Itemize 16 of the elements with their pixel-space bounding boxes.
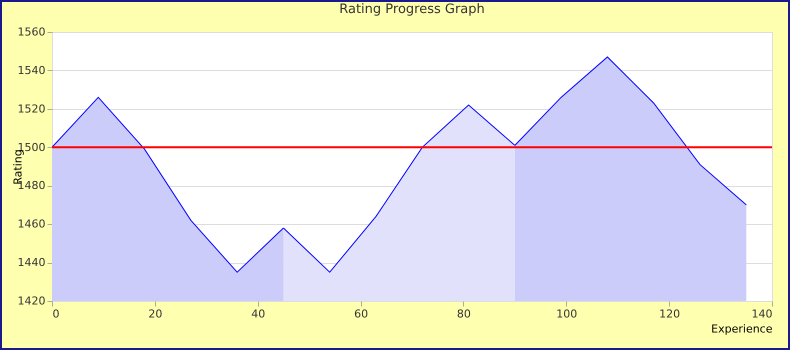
y-tick-label: 1440 [18,256,46,270]
y-tick-label: 1420 [18,294,46,308]
x-tick-label: 20 [148,308,162,320]
y-tick-label: 1520 [18,102,46,116]
x-tick-label: 40 [251,308,266,320]
x-tick-label: 140 [752,308,772,320]
y-tick-label: 1560 [18,26,46,38]
chart-title: Rating Progress Graph [339,2,485,17]
x-axis-title: Experience [711,322,773,336]
x-tick-label: 0 [52,308,60,320]
x-tick-label: 100 [556,308,578,320]
y-tick-label: 1540 [18,64,46,77]
x-tick-label: 120 [659,308,680,320]
x-tick-label: 80 [456,308,471,320]
x-tick-label: 60 [354,308,368,320]
y-tick-label: 1460 [18,218,46,231]
